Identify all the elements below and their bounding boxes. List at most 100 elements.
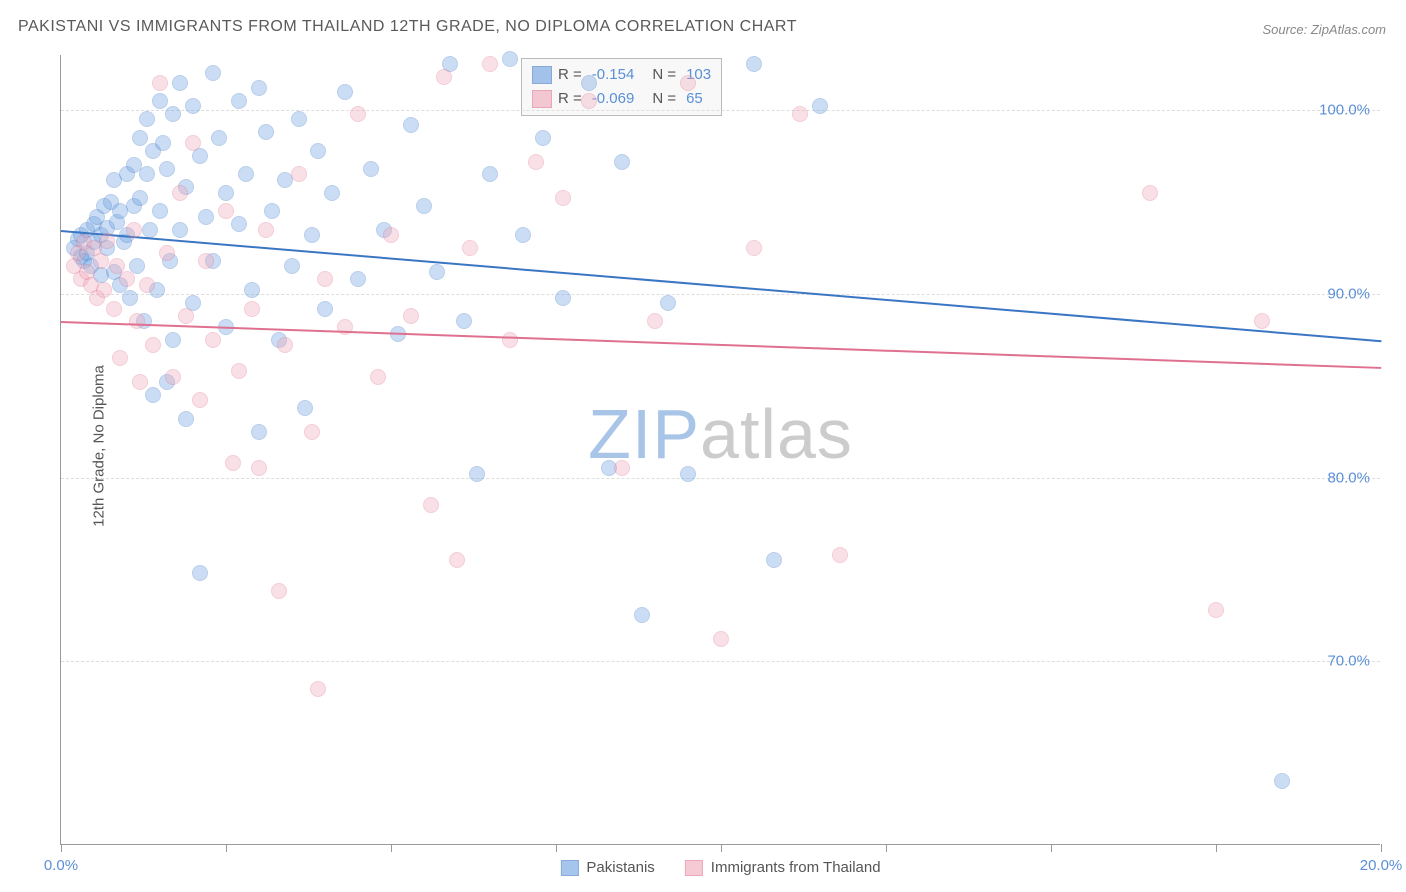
scatter-point bbox=[122, 290, 138, 306]
scatter-point bbox=[178, 308, 194, 324]
scatter-point bbox=[218, 185, 234, 201]
scatter-point bbox=[469, 466, 485, 482]
scatter-point bbox=[93, 253, 109, 269]
scatter-point bbox=[310, 681, 326, 697]
x-tick bbox=[1051, 844, 1052, 852]
scatter-point bbox=[680, 75, 696, 91]
scatter-point bbox=[119, 271, 135, 287]
scatter-point bbox=[172, 75, 188, 91]
stats-legend-row: R =-0.069N =65 bbox=[532, 87, 711, 111]
scatter-point bbox=[462, 240, 478, 256]
scatter-point bbox=[535, 130, 551, 146]
scatter-point bbox=[198, 209, 214, 225]
x-tick-label: 0.0% bbox=[44, 857, 78, 874]
scatter-point bbox=[112, 350, 128, 366]
x-tick bbox=[721, 844, 722, 852]
scatter-point bbox=[766, 552, 782, 568]
scatter-point bbox=[132, 130, 148, 146]
scatter-point bbox=[251, 80, 267, 96]
scatter-point bbox=[205, 332, 221, 348]
scatter-point bbox=[258, 124, 274, 140]
scatter-point bbox=[429, 264, 445, 280]
scatter-point bbox=[291, 166, 307, 182]
scatter-point bbox=[297, 400, 313, 416]
scatter-point bbox=[152, 203, 168, 219]
x-tick bbox=[1216, 844, 1217, 852]
n-label: N = bbox=[652, 63, 676, 87]
scatter-point bbox=[1208, 602, 1224, 618]
scatter-point bbox=[132, 190, 148, 206]
scatter-point bbox=[159, 245, 175, 261]
scatter-point bbox=[139, 277, 155, 293]
scatter-point bbox=[1274, 773, 1290, 789]
scatter-point bbox=[99, 233, 115, 249]
scatter-point bbox=[812, 98, 828, 114]
plot-area: ZIPatlas R =-0.154N =103R =-0.069N =65 P… bbox=[60, 55, 1380, 845]
trend-line bbox=[61, 321, 1381, 369]
scatter-point bbox=[792, 106, 808, 122]
scatter-point bbox=[304, 227, 320, 243]
source-attribution: Source: ZipAtlas.com bbox=[1262, 22, 1386, 37]
scatter-point bbox=[456, 313, 472, 329]
n-label: N = bbox=[652, 87, 676, 111]
x-tick bbox=[226, 844, 227, 852]
scatter-point bbox=[515, 227, 531, 243]
legend-swatch bbox=[560, 860, 578, 876]
r-value: -0.069 bbox=[592, 87, 635, 111]
scatter-point bbox=[363, 161, 379, 177]
scatter-point bbox=[436, 69, 452, 85]
scatter-point bbox=[231, 93, 247, 109]
scatter-point bbox=[231, 216, 247, 232]
scatter-point bbox=[502, 51, 518, 67]
scatter-point bbox=[96, 282, 112, 298]
legend-swatch bbox=[685, 860, 703, 876]
y-tick-label: 70.0% bbox=[1327, 653, 1370, 670]
scatter-point bbox=[680, 466, 696, 482]
scatter-point bbox=[1142, 185, 1158, 201]
scatter-point bbox=[218, 203, 234, 219]
scatter-point bbox=[581, 93, 597, 109]
legend-swatch bbox=[532, 90, 552, 108]
scatter-point bbox=[178, 411, 194, 427]
x-tick-label: 20.0% bbox=[1360, 857, 1403, 874]
scatter-point bbox=[277, 337, 293, 353]
grid-line bbox=[61, 661, 1380, 662]
scatter-point bbox=[713, 631, 729, 647]
scatter-point bbox=[185, 98, 201, 114]
chart-title: PAKISTANI VS IMMIGRANTS FROM THAILAND 12… bbox=[18, 18, 797, 36]
bottom-legend-item: Immigrants from Thailand bbox=[685, 859, 881, 876]
scatter-point bbox=[155, 135, 171, 151]
scatter-point bbox=[746, 240, 762, 256]
r-label: R = bbox=[558, 87, 582, 111]
scatter-point bbox=[271, 583, 287, 599]
bottom-legend-item: Pakistanis bbox=[560, 859, 654, 876]
scatter-point bbox=[165, 332, 181, 348]
legend-label: Pakistanis bbox=[586, 859, 654, 876]
scatter-point bbox=[324, 185, 340, 201]
scatter-point bbox=[192, 565, 208, 581]
scatter-point bbox=[129, 313, 145, 329]
scatter-point bbox=[172, 222, 188, 238]
y-axis-label: 12th Grade, No Diploma bbox=[90, 365, 107, 527]
scatter-point bbox=[482, 56, 498, 72]
scatter-point bbox=[231, 363, 247, 379]
scatter-point bbox=[337, 84, 353, 100]
scatter-point bbox=[660, 295, 676, 311]
watermark-atlas: atlas bbox=[700, 395, 853, 473]
scatter-point bbox=[647, 313, 663, 329]
scatter-point bbox=[159, 161, 175, 177]
legend-swatch bbox=[532, 66, 552, 84]
scatter-point bbox=[1254, 313, 1270, 329]
scatter-point bbox=[291, 111, 307, 127]
scatter-point bbox=[251, 460, 267, 476]
scatter-point bbox=[238, 166, 254, 182]
scatter-point bbox=[370, 369, 386, 385]
scatter-point bbox=[145, 387, 161, 403]
scatter-point bbox=[211, 130, 227, 146]
scatter-point bbox=[172, 185, 188, 201]
scatter-point bbox=[502, 332, 518, 348]
scatter-point bbox=[132, 374, 148, 390]
r-label: R = bbox=[558, 63, 582, 87]
y-tick-label: 100.0% bbox=[1319, 102, 1370, 119]
scatter-point bbox=[251, 424, 267, 440]
